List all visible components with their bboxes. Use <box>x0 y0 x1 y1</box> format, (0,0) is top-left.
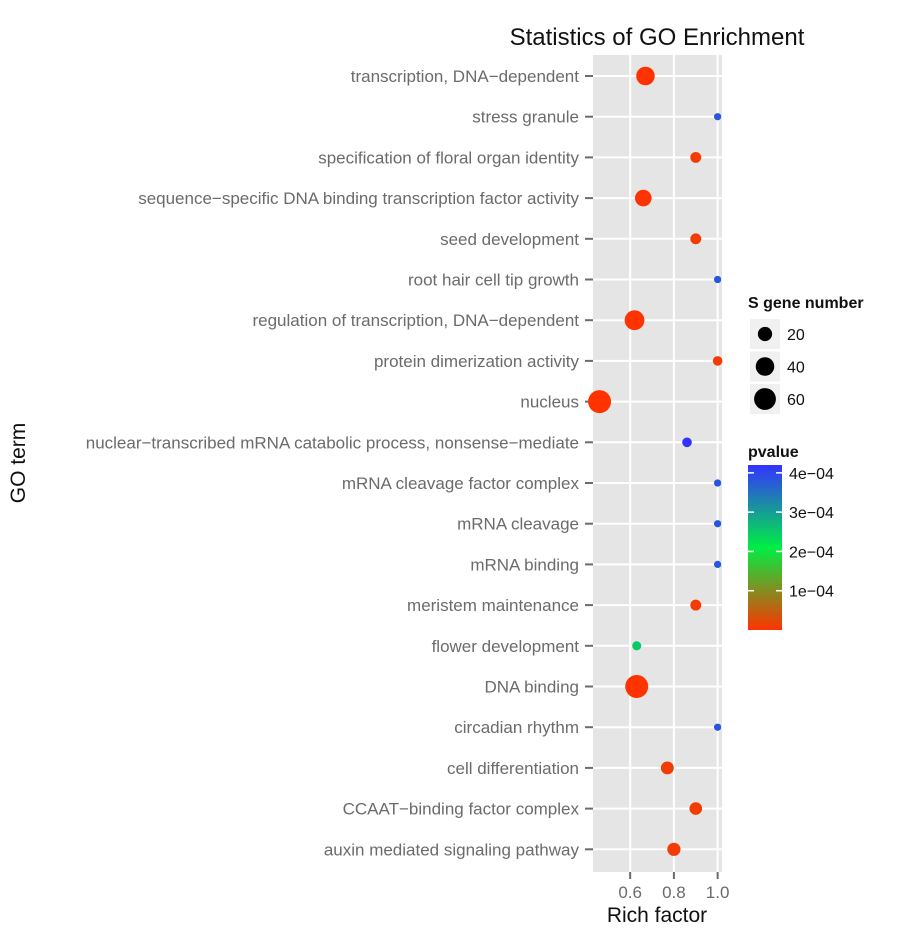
data-point <box>690 233 702 245</box>
data-point <box>667 842 681 856</box>
category-label: nucleus <box>520 393 579 412</box>
category-label: meristem maintenance <box>407 596 579 615</box>
data-point <box>713 520 722 528</box>
color-legend-label: 3e−04 <box>789 505 834 522</box>
size-legend-label: 20 <box>787 327 805 344</box>
category-label: specification of floral organ identity <box>318 148 579 167</box>
color-legend-bar <box>748 465 782 630</box>
size-legend-title: S gene number <box>748 295 864 312</box>
category-label: mRNA cleavage factor complex <box>342 474 580 493</box>
category-label: root hair cell tip growth <box>408 271 579 290</box>
size-legend-dot <box>755 357 775 376</box>
category-label: seed development <box>440 230 579 249</box>
category-labels: transcription, DNA−dependent stress granu… <box>86 67 580 859</box>
x-tick-marks <box>629 872 719 879</box>
data-point <box>713 560 722 569</box>
x-axis-title: Rich factor <box>607 904 707 927</box>
data-point <box>690 151 702 163</box>
category-label: regulation of transcription, DNA−depende… <box>252 311 579 330</box>
x-tick-label: 1.0 <box>706 883 730 902</box>
size-legend-items: 20 40 60 <box>750 319 805 414</box>
data-point <box>682 437 692 448</box>
category-label: protein dimerization activity <box>374 352 580 371</box>
data-point <box>713 113 722 121</box>
category-label: mRNA binding <box>470 555 579 574</box>
category-label: flower development <box>432 637 580 656</box>
category-label: cell differentiation <box>447 759 579 778</box>
size-legend-dot <box>754 388 776 410</box>
color-legend-label: 4e−04 <box>789 466 834 483</box>
data-point <box>713 723 722 731</box>
category-label: DNA binding <box>484 678 579 697</box>
size-legend-label: 60 <box>787 392 805 409</box>
data-point <box>660 761 674 775</box>
data-point <box>634 189 652 207</box>
data-point <box>712 356 723 366</box>
data-point <box>689 802 703 815</box>
data-point <box>713 275 722 284</box>
data-point <box>624 310 645 331</box>
category-label: nuclear−transcribed mRNA catabolic proce… <box>86 433 579 452</box>
category-label: CCAAT−binding factor complex <box>343 800 580 819</box>
data-point <box>636 66 655 86</box>
category-label: sequence−specific DNA binding transcript… <box>138 189 579 208</box>
size-legend-label: 40 <box>787 360 805 377</box>
plot-panel <box>593 55 722 872</box>
x-tick-labels: 0.6 0.8 1.0 <box>618 883 729 902</box>
data-point <box>713 479 722 487</box>
color-legend-label: 1e−04 <box>789 584 834 601</box>
size-legend: S gene number 20 40 60 <box>748 295 864 414</box>
color-legend: pvalue 4e−04 3e−04 2e−04 1e−04 <box>748 444 834 630</box>
y-axis-title: GO term <box>7 423 30 504</box>
x-tick-label: 0.8 <box>662 883 686 902</box>
data-point <box>690 599 702 611</box>
size-legend-dot <box>757 326 773 342</box>
y-tick-marks <box>585 75 593 851</box>
category-label: circadian rhythm <box>454 718 579 737</box>
x-tick-label: 0.6 <box>618 883 642 902</box>
color-legend-label: 2e−04 <box>789 544 834 561</box>
data-point <box>625 675 649 698</box>
data-point <box>588 390 612 414</box>
category-label: stress granule <box>472 108 579 127</box>
data-points <box>588 66 723 856</box>
category-label: transcription, DNA−dependent <box>351 67 579 86</box>
data-point <box>632 641 642 651</box>
category-label: mRNA cleavage <box>457 515 579 534</box>
chart-title: Statistics of GO Enrichment <box>510 24 805 51</box>
color-legend-ticks: 4e−04 3e−04 2e−04 1e−04 <box>748 466 834 601</box>
color-legend-title: pvalue <box>748 444 799 461</box>
category-label: auxin mediated signaling pathway <box>324 840 580 859</box>
